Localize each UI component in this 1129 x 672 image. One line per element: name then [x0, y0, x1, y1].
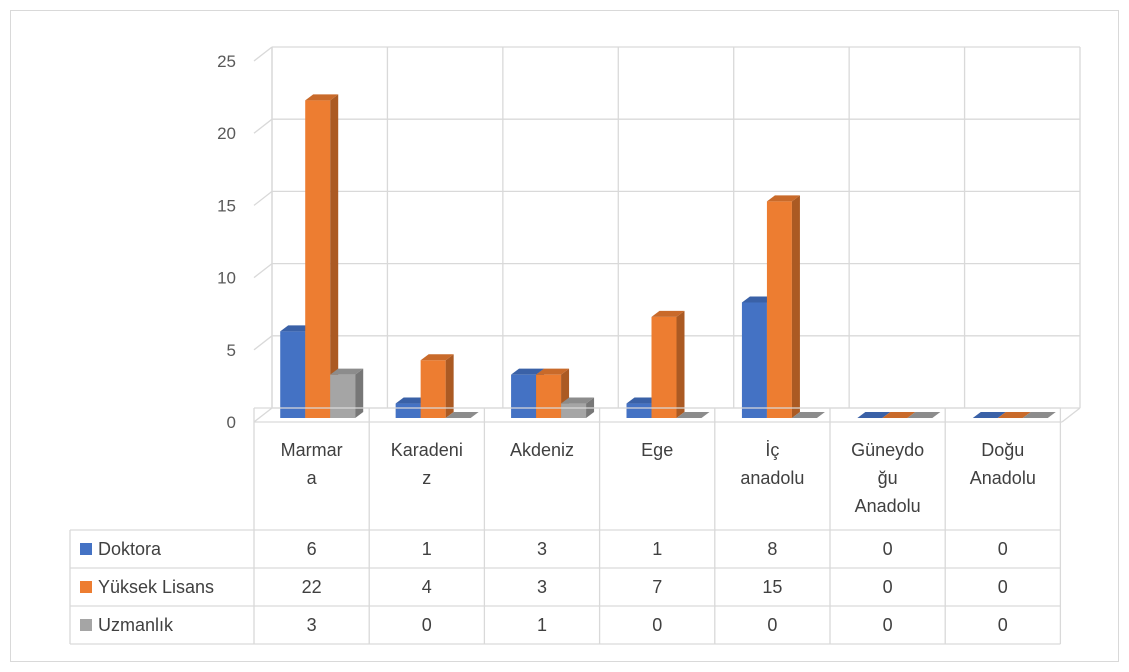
category-label: Karadeni	[391, 440, 463, 460]
y-tick-label: 5	[227, 341, 236, 360]
series-name: Doktora	[98, 539, 162, 559]
table-value: 3	[537, 539, 547, 559]
gridline-side	[253, 263, 273, 279]
bar-top	[330, 368, 364, 375]
table-value: 3	[537, 577, 547, 597]
series-name: Uzmanlık	[98, 615, 174, 635]
table-value: 0	[998, 577, 1008, 597]
bar-side	[791, 195, 800, 418]
table-value: 1	[652, 539, 662, 559]
category-label: ğu	[878, 468, 898, 488]
gridline-side	[253, 335, 273, 351]
bar-yüksek-lisans	[536, 374, 562, 418]
bar-doktora	[626, 403, 652, 418]
bar-top	[561, 397, 595, 404]
series-name: Yüksek Lisans	[98, 577, 214, 597]
bar-top	[857, 412, 891, 418]
table-value: 7	[652, 577, 662, 597]
bar-top	[1022, 412, 1056, 418]
category-label: Marmar	[281, 440, 343, 460]
gridline-side	[253, 46, 273, 62]
bar-uzmanlık	[330, 374, 356, 418]
gridline-side	[253, 407, 273, 423]
y-tick-label: 20	[217, 124, 236, 143]
gridline-side	[253, 118, 273, 134]
bar-top	[305, 94, 339, 101]
category-label: anadolu	[740, 468, 804, 488]
bar-yüksek-lisans	[305, 100, 331, 418]
table-value: 3	[307, 615, 317, 635]
legend-key	[80, 543, 92, 555]
bar-uzmanlık	[561, 403, 587, 418]
bar-top	[511, 368, 545, 375]
category-label: Doğu	[981, 440, 1024, 460]
bar-yüksek-lisans	[766, 201, 792, 418]
bar-side	[445, 354, 454, 418]
bar-top	[791, 412, 825, 418]
bar-top	[907, 412, 941, 418]
legend-key	[80, 619, 92, 631]
category-label: Anadolu	[855, 496, 921, 516]
category-label: İç	[765, 440, 779, 460]
bar-doktora	[511, 374, 537, 418]
legend-key	[80, 581, 92, 593]
table-value: 1	[537, 615, 547, 635]
bar-top	[280, 325, 314, 332]
bar-doktora	[741, 302, 767, 418]
bar-top	[766, 195, 800, 202]
table-value: 0	[883, 615, 893, 635]
bar-side	[330, 94, 339, 418]
y-tick-label: 25	[217, 52, 236, 71]
bar-side	[355, 368, 364, 418]
bar-top	[651, 310, 685, 317]
floor-right-edge	[1061, 407, 1081, 423]
category-label: a	[307, 468, 318, 488]
bar-top	[882, 412, 916, 418]
bar-yüksek-lisans	[420, 360, 446, 418]
table-value: 4	[422, 577, 432, 597]
bar-top	[445, 412, 479, 418]
category-label: z	[422, 468, 431, 488]
gridline-side	[253, 190, 273, 206]
category-label: Güneydo	[851, 440, 924, 460]
table-value: 0	[998, 615, 1008, 635]
bar-doktora	[280, 331, 306, 418]
bar-side	[676, 310, 685, 418]
table-value: 22	[302, 577, 322, 597]
bar-yüksek-lisans	[651, 316, 677, 418]
bar-top	[420, 354, 454, 361]
table-value: 0	[652, 615, 662, 635]
table-value: 0	[422, 615, 432, 635]
category-label: Ege	[641, 440, 673, 460]
table-value: 8	[767, 539, 777, 559]
table-value: 0	[767, 615, 777, 635]
bar-top	[741, 296, 775, 303]
bar-top	[395, 397, 429, 404]
bar-top	[997, 412, 1031, 418]
y-tick-label: 15	[217, 196, 236, 215]
y-tick-label: 10	[217, 269, 236, 288]
category-label: Akdeniz	[510, 440, 574, 460]
table-value: 0	[883, 577, 893, 597]
table-value: 15	[762, 577, 782, 597]
bar-top	[676, 412, 710, 418]
bar-top	[536, 368, 570, 375]
table-value: 0	[998, 539, 1008, 559]
category-label: Anadolu	[970, 468, 1036, 488]
table-value: 0	[883, 539, 893, 559]
table-value: 6	[307, 539, 317, 559]
bar-top	[626, 397, 660, 404]
bar-doktora	[395, 403, 421, 418]
y-tick-label: 0	[227, 413, 236, 432]
bar-top	[972, 412, 1006, 418]
table-value: 1	[422, 539, 432, 559]
